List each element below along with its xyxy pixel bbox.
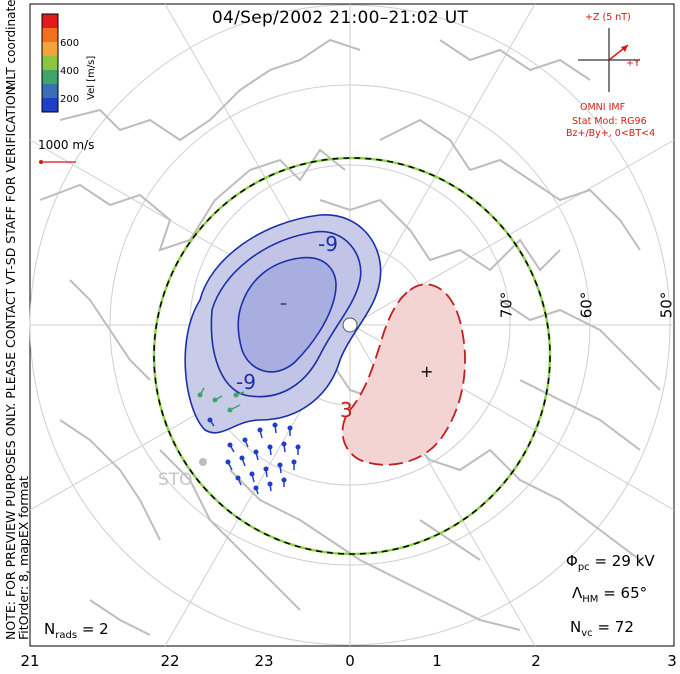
mlt-label-3: 3 [667, 652, 677, 670]
latitude-label-70: 70° [497, 291, 516, 319]
station-marker [199, 458, 207, 466]
fit-order-note: FitOrder: 8, mapEX format [16, 476, 31, 640]
vector-green-4 [233, 391, 245, 398]
colorbar-segment [42, 28, 58, 43]
stat-radar-count: Nrads = 2 [44, 620, 109, 641]
colorbar-segment [42, 84, 58, 99]
colorbar-tick-400: 400 [60, 66, 80, 77]
colorbar-segment [42, 14, 58, 29]
vector-blue-6 [287, 425, 293, 436]
imf-z-label: +Z (5 nT) [585, 12, 631, 23]
mlt-label-1: 1 [432, 652, 442, 670]
mlt-label-21: 21 [20, 652, 40, 670]
pole-marker [342, 317, 358, 333]
vector-blue-3 [242, 437, 249, 448]
vector-blue-16 [277, 462, 283, 474]
reference-vector [39, 160, 76, 164]
station-label: STO [158, 470, 193, 490]
vector-blue-13 [235, 475, 242, 486]
hm-boundary-black [153, 157, 551, 555]
vector-blue-7 [225, 459, 233, 471]
stat-cross-polar-potential: Φpc = 29 kV [566, 552, 655, 573]
vector-blue-15 [263, 466, 269, 478]
imf-source: OMNI IMF [580, 102, 626, 113]
velocity-colorbar [41, 13, 59, 113]
vector-blue-19 [267, 481, 273, 492]
contour-label-positive: 3 [340, 398, 353, 422]
vector-blue-4 [257, 427, 263, 439]
colorbar-segment [42, 98, 58, 113]
positive-cell-fill [341, 283, 466, 466]
mlt-label-22: 22 [160, 652, 180, 670]
imf-model: Stat Mod: RG96 [572, 116, 647, 127]
contour-label-negative-2: -9 [236, 370, 256, 394]
stat-vector-count: Nvc = 72 [570, 618, 634, 639]
mlt-label-2: 2 [531, 652, 541, 670]
map-title: 04/Sep/2002 21:00–21:02 UT [211, 8, 469, 28]
vector-green-2 [212, 395, 223, 403]
mlt-label-23: 23 [254, 652, 274, 670]
velocity-vectors [197, 387, 301, 495]
potential-max-marker: + [420, 362, 434, 381]
coordinates-note: MLT coordinates [4, 0, 18, 90]
vector-green-3 [227, 404, 241, 413]
vector-blue-8 [239, 455, 246, 467]
vector-blue-17 [291, 459, 297, 470]
imf-y-label: +Y [626, 58, 640, 69]
colorbar-segment [42, 70, 58, 85]
vector-blue-1 [207, 417, 215, 427]
vector-blue-5 [272, 422, 278, 434]
colorbar-label: Vel [m/s] [86, 55, 97, 100]
vector-blue-18 [253, 485, 259, 495]
imf-dial [578, 28, 640, 92]
colorbar-segment [42, 56, 58, 71]
imf-conditions: Bz+/By+, 0<BT<4 [566, 128, 656, 139]
coastlines [39, 38, 661, 636]
vector-blue-14 [249, 471, 255, 483]
colorbar-border [41, 13, 59, 113]
mlt-label-0: 0 [345, 652, 355, 670]
colorbar-tick-600: 600 [60, 38, 80, 49]
stat-hm-latitude: ΛHM = 65° [572, 584, 648, 605]
vector-blue-2 [227, 442, 235, 453]
contour-label-negative: -9 [318, 232, 338, 256]
negative-cell-inner [237, 256, 337, 373]
vector-blue-9 [253, 449, 259, 461]
colorbar-tick-200: 200 [60, 94, 80, 105]
reference-vector-label: 1000 m/s [38, 138, 95, 152]
vector-blue-20 [281, 477, 287, 487]
vector-blue-12 [295, 444, 301, 455]
colorbar-segment [42, 42, 58, 57]
vector-blue-10 [267, 444, 273, 456]
vector-blue-11 [281, 441, 287, 453]
latitude-label-50: 50° [657, 291, 676, 319]
vector-green-1 [197, 387, 205, 398]
potential-min-marker: – [280, 296, 287, 312]
latitude-label-60: 60° [577, 291, 596, 319]
